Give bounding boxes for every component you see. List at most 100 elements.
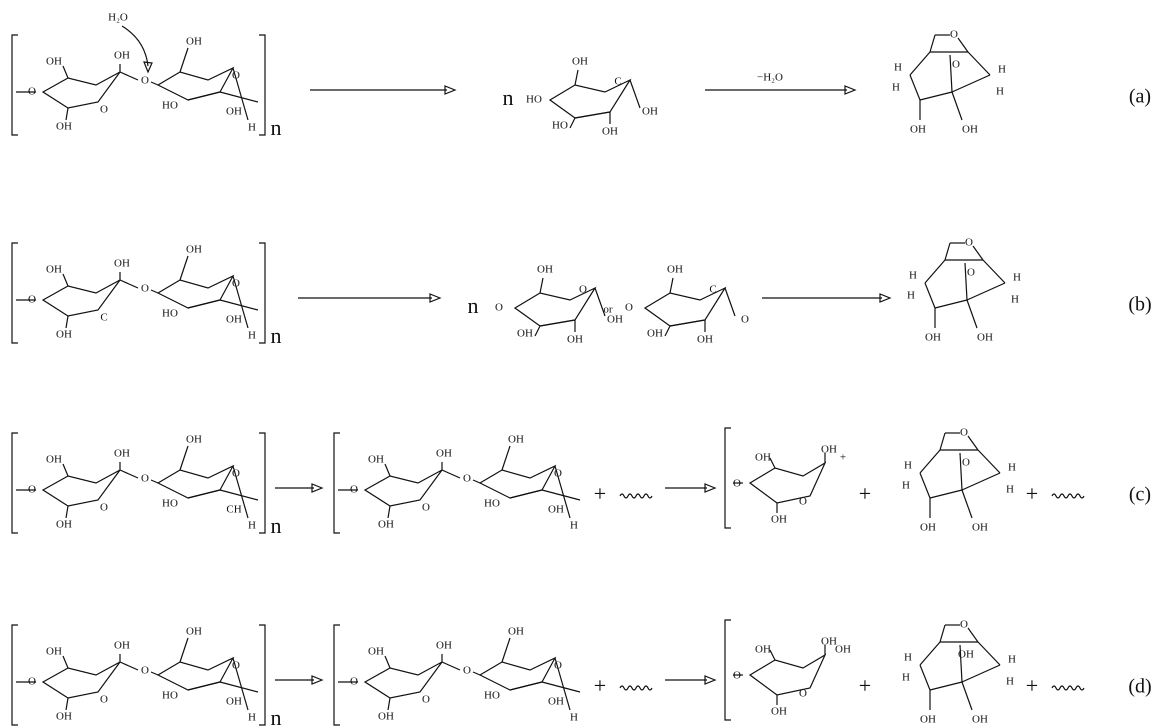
bond (940, 433, 945, 450)
atom-label: OH (56, 329, 72, 341)
bond (473, 480, 480, 483)
bond (940, 625, 945, 642)
atom-label: OH (114, 50, 130, 62)
bracket (334, 433, 340, 533)
bond (930, 490, 962, 498)
atom-label: HO (552, 120, 568, 132)
bond (967, 300, 977, 328)
atom-label: OH (186, 626, 202, 638)
atom-label: H (570, 520, 578, 532)
bond (188, 300, 220, 308)
bracket (725, 428, 731, 528)
atom-label: O (799, 688, 807, 700)
bond (120, 662, 138, 670)
atom-label: H (998, 64, 1006, 76)
ring (750, 655, 825, 695)
atom-label: O (350, 676, 358, 688)
bond (542, 490, 580, 500)
atom-label: OH (378, 711, 394, 723)
atom-label: O (141, 665, 149, 677)
atom-label: OH (186, 36, 202, 48)
atom-label: O (741, 314, 749, 326)
atom-label: OH (508, 434, 524, 446)
bracket (12, 243, 18, 343)
bond (973, 246, 983, 260)
repeat-n: n (271, 513, 282, 538)
bond (930, 682, 962, 690)
atom-label: OH (977, 332, 993, 344)
bond (968, 628, 978, 642)
bond (151, 290, 158, 293)
bracket (259, 243, 265, 343)
atom-label: OH (114, 640, 130, 652)
bond (188, 92, 220, 100)
atom-label: OH (567, 334, 583, 346)
atom-label: OH (925, 332, 941, 344)
ring (158, 276, 233, 308)
atom-label: O (579, 284, 587, 296)
bond (66, 108, 68, 120)
bond (962, 665, 1000, 682)
bracket (259, 433, 265, 533)
atom-label: H (904, 652, 912, 664)
bracket (12, 625, 18, 725)
arrow-label: −H₂O (757, 72, 783, 84)
atom-label: O (422, 694, 430, 706)
atom-label: O (28, 484, 36, 496)
atom-label: OH (378, 519, 394, 531)
ring (158, 658, 233, 690)
atom-label: OH (958, 649, 974, 661)
bond (540, 320, 575, 326)
bond (188, 682, 220, 690)
ring (365, 662, 442, 698)
atom-label: HO (162, 100, 178, 112)
bond (510, 682, 542, 690)
prefix-n: n (468, 293, 479, 318)
bond (952, 92, 962, 120)
bond (910, 75, 920, 100)
atom-label: OH (46, 454, 62, 466)
atom-label: O (799, 496, 807, 508)
atom-label: H (570, 712, 578, 724)
atom-label: O (463, 665, 471, 677)
repeat-n: n (271, 323, 282, 348)
bond (502, 638, 510, 662)
atom-label: OH (517, 328, 533, 340)
wavy-bond (1052, 494, 1084, 498)
bond (920, 473, 930, 498)
atom-label: O (100, 502, 108, 514)
atom-label: OH (548, 696, 564, 708)
atom-label: O (554, 468, 562, 480)
plus-sign: + (1026, 481, 1038, 506)
atom-label: O (141, 75, 149, 87)
atom-label: O (232, 70, 240, 82)
ring (158, 466, 233, 498)
atom-label: O (100, 694, 108, 706)
bond (385, 656, 390, 668)
atom-label: H (902, 672, 910, 684)
bond (63, 656, 68, 668)
repeat-n: n (271, 705, 282, 727)
bond (66, 316, 68, 328)
atom-label: H (892, 82, 900, 94)
bond (66, 698, 68, 710)
atom-label: OH (46, 56, 62, 68)
atom-label: OH (647, 328, 663, 340)
atom-label: H (904, 460, 912, 472)
atom-label: H (248, 330, 256, 342)
atom-label: OH (368, 454, 384, 466)
atom-label: OH (537, 264, 553, 276)
atom-label: O (232, 468, 240, 480)
atom-label: O (232, 660, 240, 672)
atom-label: OH (697, 334, 713, 346)
atom-label: O (960, 427, 968, 439)
atom-label: OH (226, 696, 242, 708)
bond (502, 446, 510, 470)
atom-label: C (709, 284, 716, 296)
atom-label: HO (162, 690, 178, 702)
atom-label: HO (162, 498, 178, 510)
ring (365, 470, 442, 506)
atom-label: H (248, 122, 256, 134)
atom-label: CH (226, 504, 241, 516)
bond (220, 490, 258, 500)
